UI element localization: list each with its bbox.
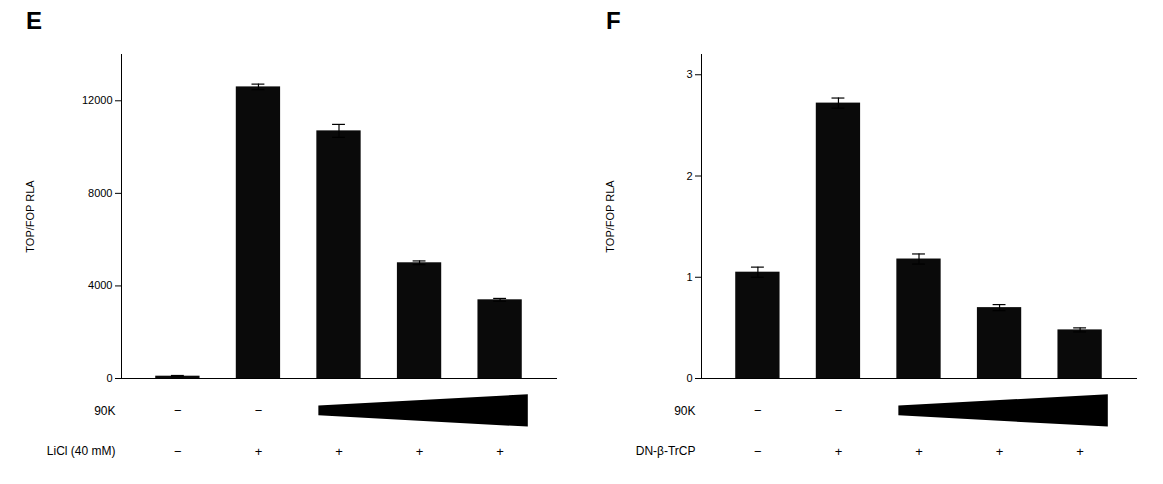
svg-text:−: − [754,403,762,418]
svg-text:+: + [496,444,504,459]
svg-text:+: + [996,444,1004,459]
svg-text:DN-β-TrCP: DN-β-TrCP [636,444,696,458]
svg-text:+: + [416,444,424,459]
svg-text:90K: 90K [94,404,115,418]
svg-text:0: 0 [686,372,692,384]
svg-text:8000: 8000 [88,187,112,199]
svg-text:+: + [255,444,263,459]
svg-text:TOP/FOP RLA: TOP/FOP RLA [604,180,616,253]
svg-text:LiCl (40 mM): LiCl (40 mM) [47,444,116,458]
html-text:F: F [606,7,621,34]
svg-text:+: + [915,444,923,459]
svg-text:90K: 90K [674,404,695,418]
svg-text:TOP/FOP RLA: TOP/FOP RLA [24,180,36,253]
svg-text:−: − [174,403,182,418]
svg-text:+: + [1076,444,1084,459]
svg-text:−: − [255,403,263,418]
svg-text:−: − [174,444,182,459]
svg-text:2: 2 [686,170,692,182]
svg-text:12000: 12000 [82,94,113,106]
html-text:E: E [26,7,42,34]
svg-text:−: − [835,403,843,418]
svg-text:4000: 4000 [88,279,112,291]
svg-text:1: 1 [686,271,692,283]
svg-text:3: 3 [686,68,692,80]
svg-text:+: + [835,444,843,459]
svg-text:0: 0 [106,372,112,384]
svg-text:+: + [335,444,343,459]
svg-text:−: − [754,444,762,459]
